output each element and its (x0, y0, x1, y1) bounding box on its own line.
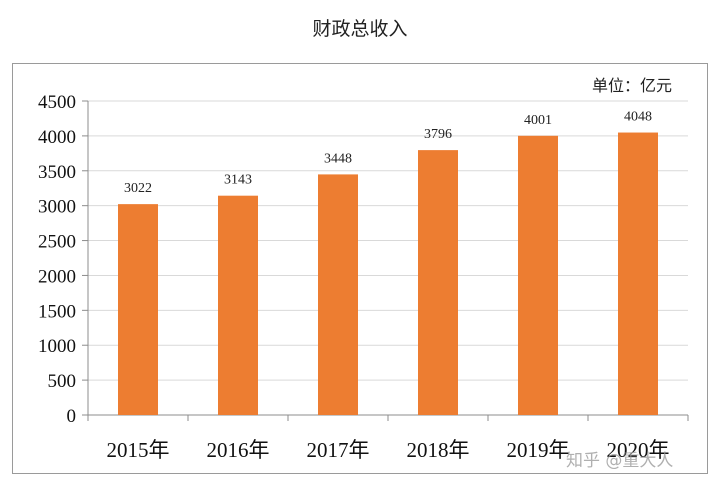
chart-frame (12, 63, 708, 474)
chart-title: 财政总收入 (312, 18, 408, 40)
y-tick-label: 4000 (38, 127, 76, 148)
y-tick-label: 3000 (38, 197, 76, 218)
y-tick-label: 4500 (38, 92, 76, 113)
x-tick-label: 2020年 (607, 438, 670, 462)
bar (318, 174, 358, 415)
y-tick-label: 500 (48, 371, 77, 392)
bar (518, 135, 558, 416)
y-tick-label: 2500 (38, 232, 76, 253)
data-label: 3796 (424, 127, 452, 142)
x-tick-label: 2018年 (407, 438, 470, 462)
data-label: 3022 (124, 181, 152, 196)
unit-label: 单位：亿元 (591, 76, 672, 95)
bar (618, 132, 658, 415)
watermark: 知乎 @重大人 (566, 451, 674, 471)
y-tick-label: 1500 (38, 301, 76, 322)
bar (418, 150, 458, 416)
data-label: 3143 (224, 173, 252, 188)
y-tick-label: 3500 (38, 162, 76, 183)
x-tick-label: 2015年 (107, 438, 170, 462)
y-tick-label: 0 (67, 406, 77, 427)
data-label: 4048 (624, 110, 652, 125)
data-label: 3448 (324, 151, 352, 166)
bar (218, 195, 258, 415)
bar (118, 204, 158, 415)
y-tick-label: 1000 (38, 336, 76, 357)
y-tick-label: 2000 (38, 266, 76, 287)
x-tick-label: 2019年 (507, 438, 570, 462)
x-tick-label: 2017年 (307, 438, 370, 462)
data-label: 4001 (524, 113, 552, 128)
x-tick-label: 2016年 (207, 438, 270, 462)
